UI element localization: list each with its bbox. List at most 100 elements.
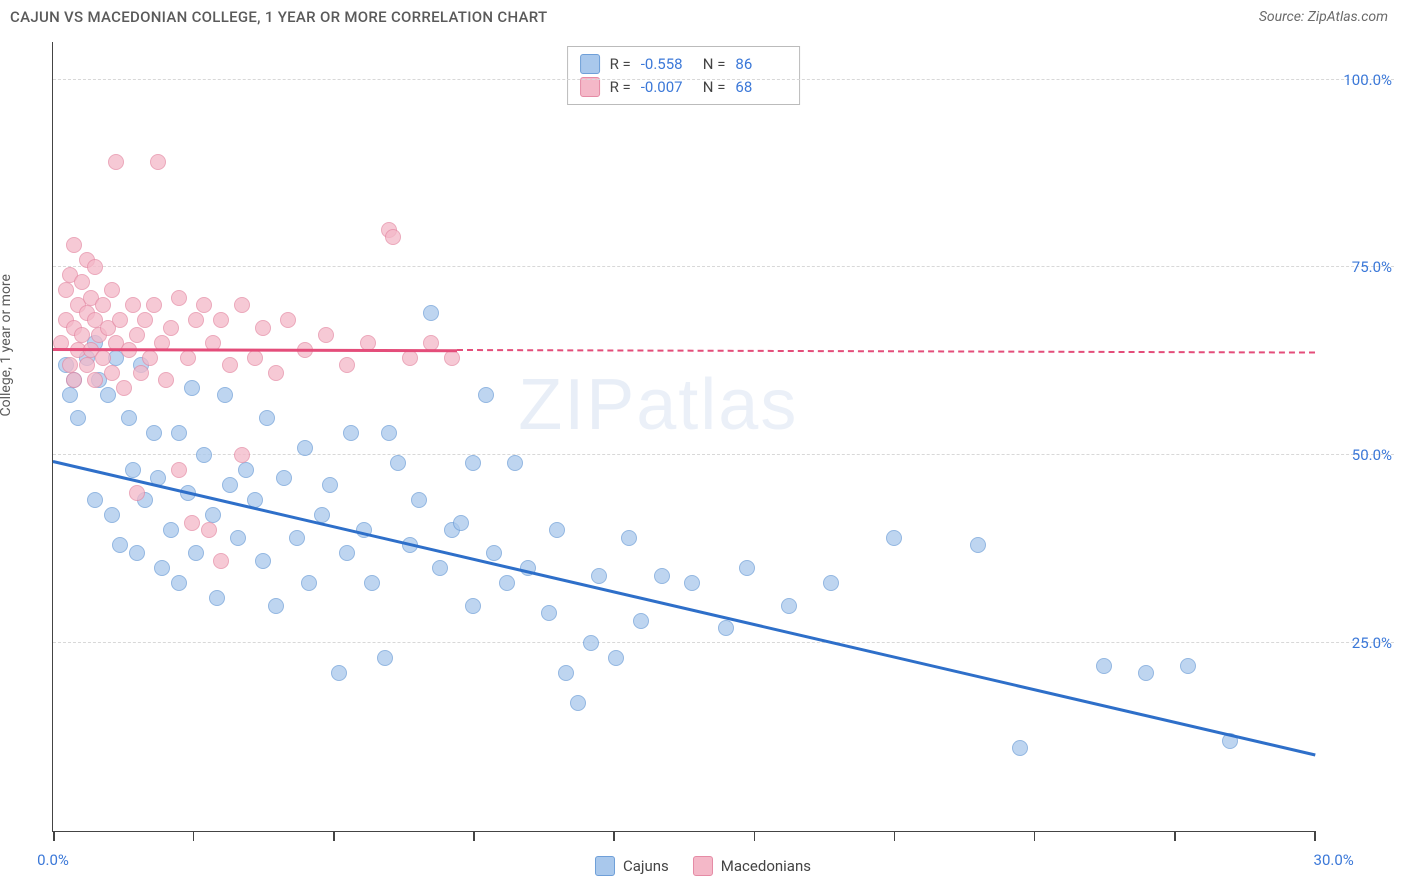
r-value-cajuns: -0.558 (641, 53, 693, 76)
data-point-cajuns (390, 455, 406, 471)
gridline (53, 454, 1394, 455)
data-point-cajuns (364, 575, 380, 591)
data-point-cajuns (171, 425, 187, 441)
data-point-macedonians (171, 290, 187, 306)
data-point-macedonians (116, 380, 132, 396)
data-point-cajuns (486, 545, 502, 561)
data-point-cajuns (230, 530, 246, 546)
data-point-macedonians (255, 320, 271, 336)
data-point-macedonians (125, 297, 141, 313)
data-point-cajuns (541, 605, 557, 621)
data-point-cajuns (255, 553, 271, 569)
data-point-macedonians (133, 365, 149, 381)
data-point-macedonians (247, 350, 263, 366)
gridline (53, 266, 1394, 267)
stats-row-cajuns: R = -0.558 N = 86 (580, 53, 788, 76)
legend-label-macedonians: Macedonians (721, 857, 811, 875)
legend-label-cajuns: Cajuns (623, 857, 669, 875)
data-point-cajuns (87, 492, 103, 508)
data-point-macedonians (142, 350, 158, 366)
data-point-cajuns (331, 665, 347, 681)
data-point-macedonians (108, 154, 124, 170)
data-point-cajuns (112, 537, 128, 553)
data-point-cajuns (718, 620, 734, 636)
data-point-macedonians (385, 229, 401, 245)
data-point-macedonians (180, 350, 196, 366)
r-label: R = (610, 53, 631, 76)
data-point-macedonians (339, 357, 355, 373)
data-point-cajuns (970, 537, 986, 553)
data-point-macedonians (158, 372, 174, 388)
data-point-cajuns (188, 545, 204, 561)
data-point-cajuns (205, 507, 221, 523)
data-point-macedonians (213, 312, 229, 328)
data-point-cajuns (1096, 658, 1112, 674)
data-point-macedonians (163, 320, 179, 336)
data-point-cajuns (146, 425, 162, 441)
data-point-macedonians (79, 357, 95, 373)
xtick (473, 831, 475, 841)
data-point-macedonians (58, 282, 74, 298)
data-point-macedonians (196, 297, 212, 313)
data-point-cajuns (654, 568, 670, 584)
data-point-cajuns (171, 575, 187, 591)
data-point-cajuns (121, 410, 137, 426)
chart-title: CAJUN VS MACEDONIAN COLLEGE, 1 YEAR OR M… (10, 8, 547, 26)
ytick-label: 50.0% (1322, 446, 1392, 464)
source-label: Source: ZipAtlas.com (1259, 9, 1388, 25)
chart-area: College, 1 year or more ZIPatlas R = -0.… (10, 42, 1394, 832)
data-point-macedonians (213, 553, 229, 569)
data-point-cajuns (823, 575, 839, 591)
data-point-macedonians (268, 365, 284, 381)
xtick (193, 831, 195, 841)
data-point-macedonians (129, 327, 145, 343)
data-point-macedonians (280, 312, 296, 328)
data-point-macedonians (171, 462, 187, 478)
data-point-macedonians (95, 297, 111, 313)
data-point-cajuns (499, 575, 515, 591)
data-point-macedonians (66, 237, 82, 253)
data-point-cajuns (100, 387, 116, 403)
data-point-macedonians (234, 297, 250, 313)
data-point-cajuns (739, 560, 755, 576)
regression-line-dash (457, 349, 1315, 354)
data-point-macedonians (137, 312, 153, 328)
data-point-cajuns (339, 545, 355, 561)
data-point-cajuns (621, 530, 637, 546)
data-point-cajuns (163, 522, 179, 538)
xtick (613, 831, 615, 841)
data-point-cajuns (129, 545, 145, 561)
ytick-label: 75.0% (1322, 258, 1392, 276)
data-point-macedonians (150, 154, 166, 170)
data-point-cajuns (62, 387, 78, 403)
gridline (53, 79, 1394, 80)
data-point-macedonians (444, 350, 460, 366)
data-point-cajuns (70, 410, 86, 426)
xtick (1174, 831, 1176, 841)
data-point-cajuns (322, 477, 338, 493)
data-point-cajuns (465, 455, 481, 471)
data-point-macedonians (104, 365, 120, 381)
xtick (1314, 831, 1316, 841)
data-point-macedonians (66, 372, 82, 388)
data-point-cajuns (432, 560, 448, 576)
data-point-macedonians (318, 327, 334, 343)
data-point-cajuns (570, 695, 586, 711)
data-point-macedonians (95, 350, 111, 366)
stats-legend-box: R = -0.558 N = 86 R = -0.007 N = 68 (567, 46, 801, 105)
data-point-macedonians (129, 485, 145, 501)
data-point-macedonians (234, 447, 250, 463)
data-point-macedonians (146, 297, 162, 313)
data-point-cajuns (343, 425, 359, 441)
data-point-cajuns (381, 425, 397, 441)
data-point-macedonians (112, 312, 128, 328)
data-point-cajuns (238, 462, 254, 478)
data-point-cajuns (478, 387, 494, 403)
data-point-macedonians (184, 515, 200, 531)
data-point-cajuns (549, 522, 565, 538)
data-point-cajuns (423, 305, 439, 321)
bottom-legend: Cajuns Macedonians (595, 856, 811, 876)
xtick (53, 831, 55, 841)
swatch-macedonians (580, 77, 600, 97)
swatch-macedonians (693, 856, 713, 876)
